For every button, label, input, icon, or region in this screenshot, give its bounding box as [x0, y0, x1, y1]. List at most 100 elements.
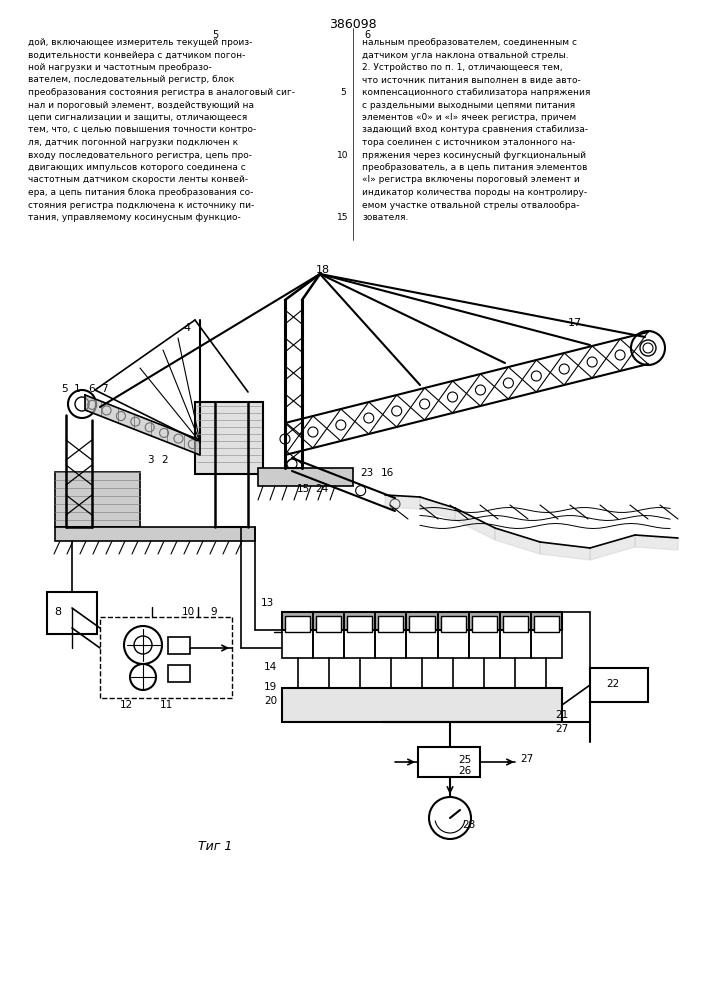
Polygon shape [385, 495, 420, 509]
Text: стояния регистра подключена к источнику пи-: стояния регистра подключена к источнику … [28, 200, 255, 210]
Text: преобразователь, а в цепь питания элементов: преобразователь, а в цепь питания элемен… [362, 163, 588, 172]
Text: 10: 10 [337, 150, 349, 159]
Text: 19: 19 [264, 682, 277, 692]
Text: 12: 12 [120, 700, 133, 710]
Text: 16: 16 [381, 468, 395, 478]
Text: 15: 15 [337, 213, 349, 222]
Bar [282, 688, 562, 722]
Text: 18: 18 [316, 265, 330, 275]
Text: зователя.: зователя. [362, 213, 409, 222]
Polygon shape [495, 528, 540, 554]
Polygon shape [85, 395, 200, 455]
Text: 21: 21 [555, 710, 568, 720]
Bar [469, 612, 500, 658]
Text: 23: 23 [360, 468, 373, 478]
Text: 10: 10 [182, 607, 195, 617]
Bar [47, 592, 97, 634]
Text: 6: 6 [88, 384, 95, 394]
Text: дой, включающее измеритель текущей произ-: дой, включающее измеритель текущей произ… [28, 38, 252, 47]
Text: входу последовательного регистра, цепь про-: входу последовательного регистра, цепь п… [28, 150, 252, 159]
Polygon shape [455, 508, 495, 540]
Text: 22: 22 [606, 679, 619, 689]
Text: что источник питания выполнен в виде авто-: что источник питания выполнен в виде авт… [362, 76, 580, 85]
Bar [282, 612, 313, 658]
Polygon shape [635, 535, 678, 550]
Bar [285, 616, 310, 632]
Bar [534, 616, 559, 632]
Text: 9: 9 [210, 607, 216, 617]
Text: ной нагрузки и частотным преобразо-: ной нагрузки и частотным преобразо- [28, 63, 212, 72]
Bar [258, 468, 353, 486]
Bar [472, 616, 497, 632]
Text: тора соелинен с источником эталонного на-: тора соелинен с источником эталонного на… [362, 138, 575, 147]
Bar [503, 616, 528, 632]
Text: 14: 14 [264, 662, 277, 672]
Text: частотным датчиком скорости ленты конвей-: частотным датчиком скорости ленты конвей… [28, 176, 248, 184]
Text: элементов «0» и «I» ячеек регистра, причем: элементов «0» и «I» ячеек регистра, прич… [362, 113, 576, 122]
Bar [440, 616, 466, 632]
Bar [409, 616, 435, 632]
Text: 6: 6 [364, 30, 370, 40]
Bar [407, 612, 438, 658]
Text: 13: 13 [261, 598, 274, 608]
Text: 24: 24 [315, 484, 328, 494]
Bar [55, 527, 255, 541]
Bar [590, 668, 648, 702]
Text: тем, что, с целью повышения точности контро-: тем, что, с целью повышения точности кон… [28, 125, 256, 134]
Bar [195, 402, 263, 474]
Text: 5: 5 [212, 30, 218, 40]
Text: 4: 4 [183, 323, 190, 333]
Text: 386098: 386098 [329, 18, 377, 31]
Text: пряжения через косинусный фугкциональный: пряжения через косинусный фугкциональный [362, 150, 586, 159]
Text: 20: 20 [264, 696, 277, 706]
Text: 5: 5 [340, 88, 346, 97]
Text: 1: 1 [74, 384, 81, 394]
Text: «I» регистра включены пороговый элемент и: «I» регистра включены пороговый элемент … [362, 176, 580, 184]
Text: 28: 28 [462, 820, 475, 830]
Text: 25: 25 [458, 755, 472, 765]
Text: задающий вход контура сравнения стабилиза-: задающий вход контура сравнения стабилиз… [362, 125, 588, 134]
Text: цепи сигнализации и защиты, отличающееся: цепи сигнализации и защиты, отличающееся [28, 113, 247, 122]
Bar [500, 612, 531, 658]
Text: 27: 27 [520, 754, 533, 764]
Bar [55, 472, 140, 527]
Text: тания, управляемому косинусным функцио-: тания, управляемому косинусным функцио- [28, 213, 241, 222]
Text: 3: 3 [147, 455, 153, 465]
Text: 2. Устройство по п. 1, отличающееся тем,: 2. Устройство по п. 1, отличающееся тем, [362, 63, 563, 72]
Text: 27: 27 [555, 724, 568, 734]
Text: 15: 15 [297, 484, 310, 494]
Text: 11: 11 [160, 700, 173, 710]
Bar [168, 637, 190, 654]
Text: с раздельными выходными цепями питания: с раздельными выходными цепями питания [362, 101, 575, 109]
Text: емом участке отвальной стрелы отвалообра-: емом участке отвальной стрелы отвалообра… [362, 200, 579, 210]
Polygon shape [420, 497, 455, 520]
Polygon shape [590, 535, 635, 560]
Text: преобразования состояния регистра в аналоговый сиг-: преобразования состояния регистра в анал… [28, 88, 295, 97]
Text: Τиг 1: Τиг 1 [198, 840, 233, 853]
Bar [378, 616, 404, 632]
Bar [313, 612, 344, 658]
Bar [168, 665, 190, 682]
Text: ера, а цепь питания блока преобразования со-: ера, а цепь питания блока преобразования… [28, 188, 253, 197]
Text: водительности конвейера с датчиком погон-: водительности конвейера с датчиком погон… [28, 50, 245, 60]
Text: двигающих импульсов которого соединена с: двигающих импульсов которого соединена с [28, 163, 246, 172]
Text: 7: 7 [101, 384, 107, 394]
Text: датчиком угла наклона отвальной стрелы.: датчиком угла наклона отвальной стрелы. [362, 50, 568, 60]
Text: 5: 5 [61, 384, 68, 394]
Text: 17: 17 [568, 318, 582, 328]
Bar [347, 616, 373, 632]
Text: индикатор количества породы на контролиру-: индикатор количества породы на контролир… [362, 188, 587, 197]
Text: нал и пороговый элемент, воздействующий на: нал и пороговый элемент, воздействующий … [28, 101, 254, 109]
Text: 26: 26 [458, 766, 472, 776]
Polygon shape [540, 542, 590, 560]
Bar [418, 747, 480, 777]
Text: 2: 2 [161, 455, 168, 465]
Bar [375, 612, 407, 658]
Text: нальным преобразователем, соединенным с: нальным преобразователем, соединенным с [362, 38, 577, 47]
Text: 8: 8 [54, 607, 61, 617]
Text: вателем, последовательный регистр, блок: вателем, последовательный регистр, блок [28, 76, 235, 85]
Bar [438, 612, 469, 658]
Text: ля, датчик погонной нагрузки подключен к: ля, датчик погонной нагрузки подключен к [28, 138, 238, 147]
Bar [344, 612, 375, 658]
Bar [316, 616, 341, 632]
